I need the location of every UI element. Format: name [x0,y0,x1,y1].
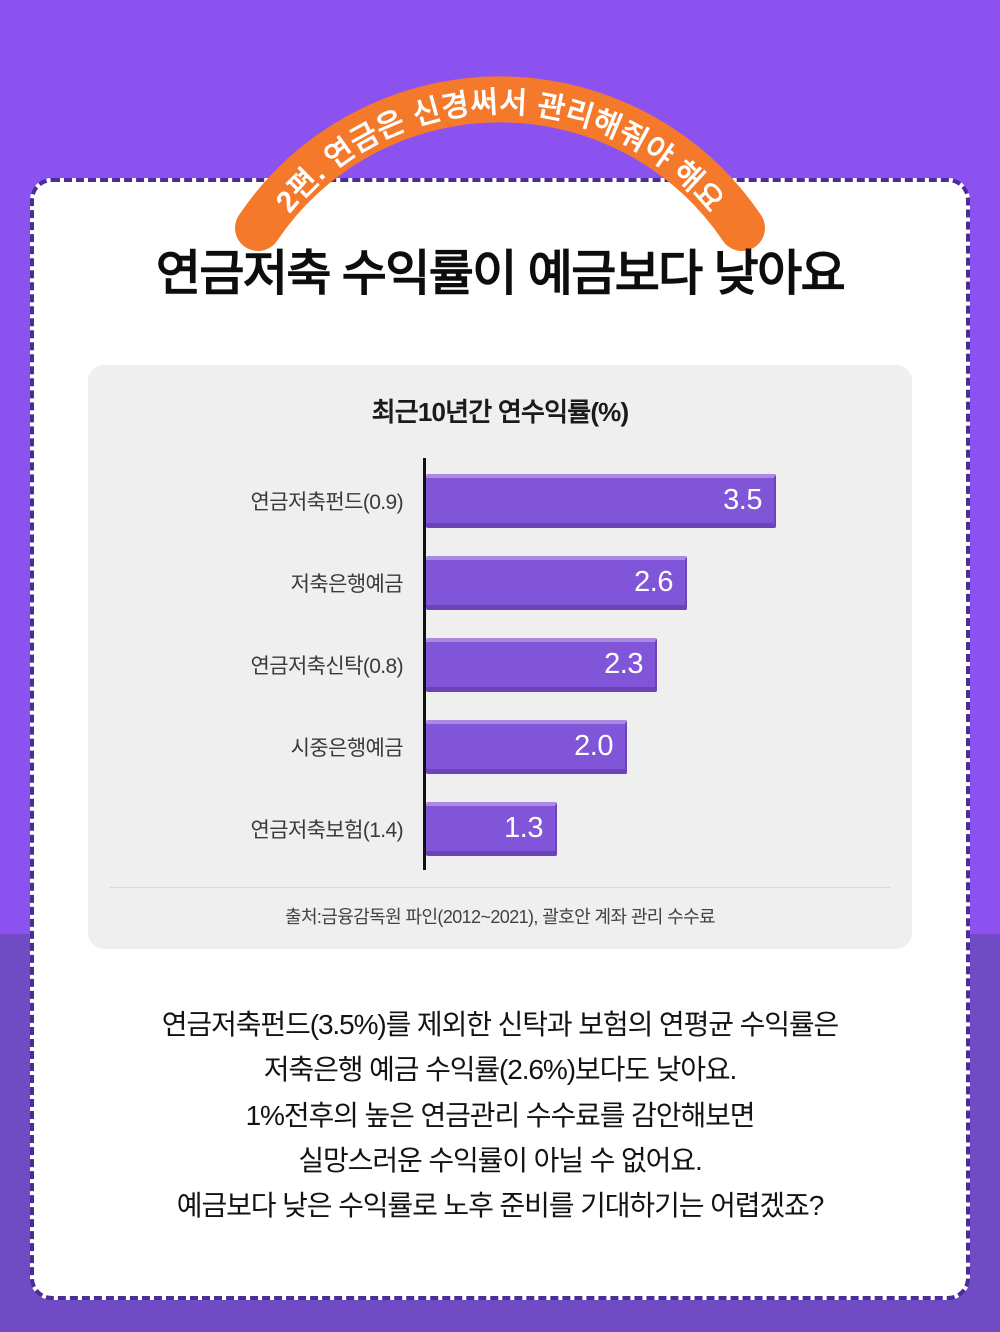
chart-bar-row: 연금저축신탁(0.8) 2.3 [88,638,912,692]
bar-chart-plot: 연금저축펀드(0.9) 3.5 저축은행예금 2.6 연금저축신탁(0.8) 2… [88,458,912,878]
chart-axis-line [423,458,426,870]
body-line: 실망스러운 수익률이 아닐 수 없어요. [298,1145,702,1177]
bar-shape: 2.3 [426,638,657,692]
bar-track: 3.5 [426,474,912,528]
body-line: 예금보다 낮은 수익률로 노후 준비를 기대하기는 어렵겠죠? [176,1190,825,1222]
bar-track: 2.3 [426,638,912,692]
chart-bar-row: 시중은행예금 2.0 [88,720,912,774]
chart-source-note: 출처:금융감독원 파인(2012~2021), 괄호안 계좌 관리 수수료 [284,907,716,927]
source-divider [110,887,890,888]
chart-bar-row: 저축은행예금 2.6 [88,556,912,610]
body-line: 1%전후의 높은 연금관리 수수료를 감안해보면 [245,1099,756,1131]
chart-title: 최근10년간 연수익률(%) [371,397,630,427]
body-line: 연금저축펀드(3.5%)를 제외한 신탁과 보험의 연평균 수익률은 [161,1009,840,1040]
chart-bar-row: 연금저축보험(1.4) 1.3 [88,802,912,856]
bar-track: 1.3 [426,802,912,856]
bar-category-label: 연금저축신탁(0.8) [250,655,404,678]
chart-panel: 최근10년간 연수익률(%) 연금저축펀드(0.9) 3.5 저축은행예금 2.… [88,365,912,949]
bar-value-label: 3.5 [723,484,762,516]
bar-shape: 1.3 [426,802,557,856]
chart-bar-row: 연금저축펀드(0.9) 3.5 [88,474,912,528]
bar-category-label: 연금저축보험(1.4) [250,819,404,842]
body-line: 저축은행 예금 수익률(2.6%)보다도 낮아요. [263,1054,738,1086]
bar-category-label: 연금저축펀드(0.9) [250,491,404,514]
bar-track: 2.6 [426,556,912,610]
bar-shape: 2.6 [426,556,687,610]
bar-track: 2.0 [426,720,912,774]
bar-shape: 3.5 [426,474,776,528]
bar-category-label: 시중은행예금 [290,737,404,760]
body-paragraph: 연금저축펀드(3.5%)를 제외한 신탁과 보험의 연평균 수익률은 저축은행 … [60,1002,940,1229]
bar-value-label: 2.0 [574,730,613,762]
bar-value-label: 2.6 [634,566,673,598]
bar-value-label: 2.3 [604,648,643,680]
bar-category-label: 저축은행예금 [290,573,404,596]
bar-shape: 2.0 [426,720,627,774]
page-title: 연금저축 수익률이 예금보다 낮아요 [155,247,846,301]
bar-value-label: 1.3 [504,812,543,844]
